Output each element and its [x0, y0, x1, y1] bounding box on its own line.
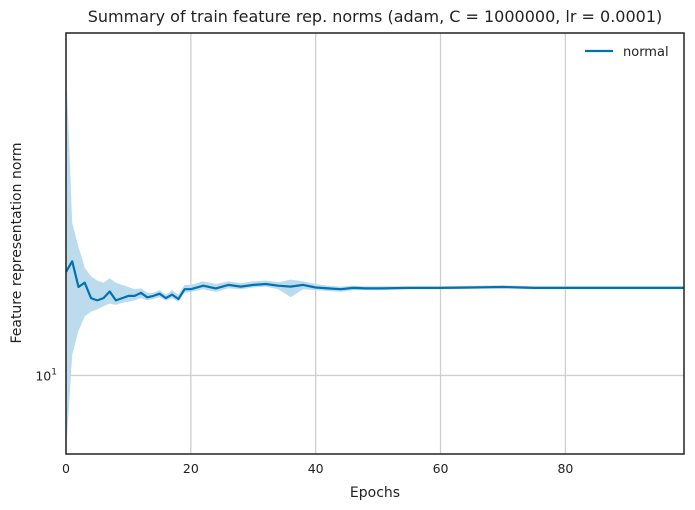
plot-frame [65, 32, 685, 455]
legend: normal [585, 45, 669, 60]
y-axis-label: Feature representation norm [9, 142, 25, 343]
legend-label: normal [623, 45, 669, 60]
x-tick-label: 40 [308, 461, 324, 476]
x-axis-ticks: 0 20 40 60 80 [62, 461, 573, 476]
x-tick-label: 20 [183, 461, 199, 476]
series-lines [65, 260, 684, 302]
series-band-normal [66, 63, 684, 454]
x-tick-label: 0 [62, 461, 70, 476]
grid-lines [65, 33, 684, 454]
y-tick-label: 101 [35, 367, 57, 383]
x-tick-label: 60 [433, 461, 449, 476]
confidence-band [66, 63, 684, 454]
x-axis-label: Epochs [350, 485, 400, 501]
x-tick-label: 80 [557, 461, 573, 476]
chart-title: Summary of train feature rep. norms (ada… [88, 7, 663, 26]
y-axis-ticks: 101 [35, 367, 57, 383]
series-line-normal [65, 260, 684, 302]
